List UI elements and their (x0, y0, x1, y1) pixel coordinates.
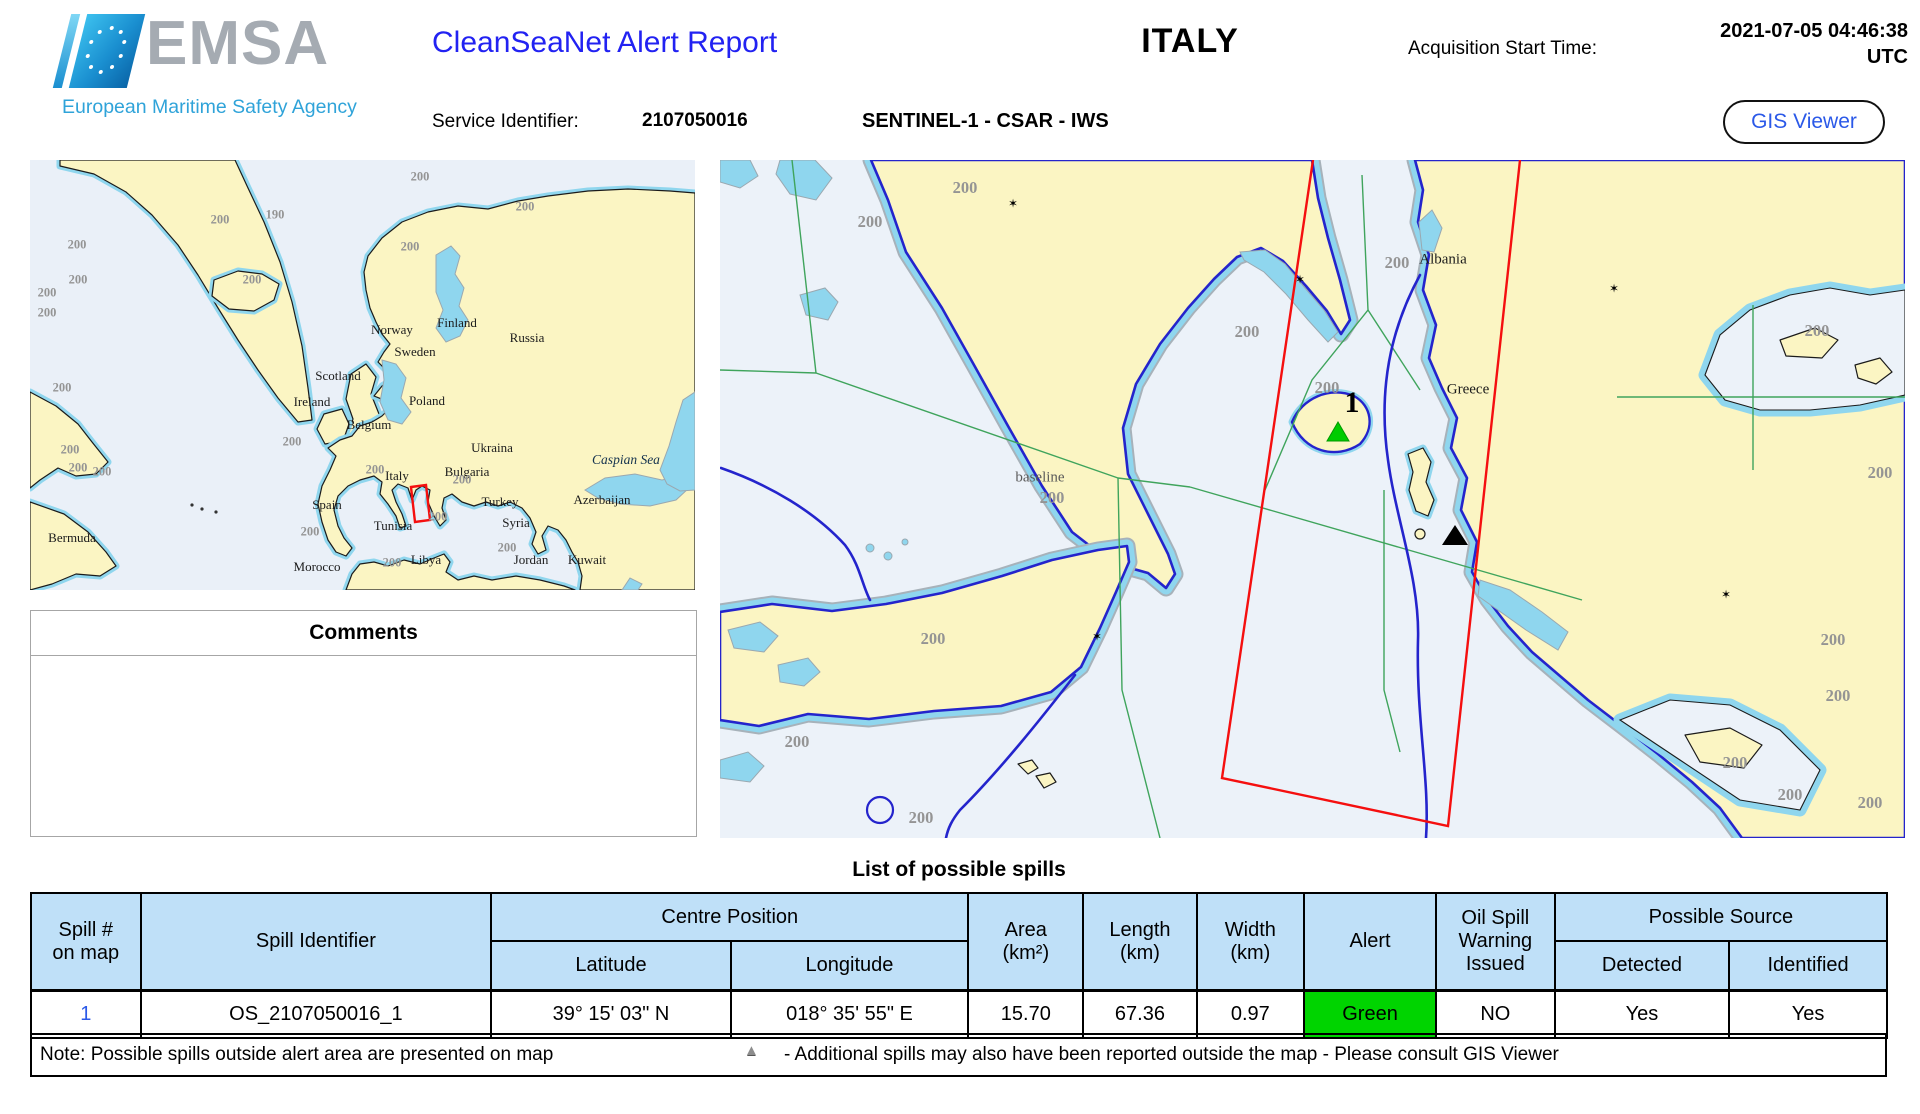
col-header-width: Width (km) (1195, 892, 1306, 992)
note-text-after: - Additional spills may also have been r… (784, 1044, 1559, 1065)
col-header-length: Length (km) (1082, 892, 1198, 992)
alert-area-rectangle (409, 483, 432, 524)
emsa-logo-subtitle: European Maritime Safety Agency (62, 96, 357, 118)
sensor-name: SENTINEL-1 - CSAR - IWS (862, 110, 1109, 132)
acquisition-datetime: 2021-07-05 04:46:38 (1720, 20, 1908, 42)
detail-shallow-and-islands (720, 160, 1905, 810)
alert-area-polygon (1220, 160, 1522, 828)
col-header-latitude: Latitude (490, 940, 732, 992)
country-name: ITALY (1141, 22, 1239, 60)
col-header-identified: Identified (1728, 940, 1888, 992)
detail-map-canvas (720, 160, 1905, 838)
col-header-possible-source: Possible Source (1553, 892, 1889, 942)
col-header-spill-no: Spill # on map (30, 892, 142, 992)
cell-area: 15.70 (967, 989, 1085, 1039)
cell-alert-status: Green (1303, 989, 1437, 1039)
cell-longitude: 018° 35' 55" E (729, 989, 970, 1039)
table-row: 1 OS_2107050016_1 39° 15' 03" N 018° 35'… (30, 989, 1888, 1039)
table-title: List of possible spills (852, 858, 1066, 881)
overview-map[interactable]: Norway Finland Russia Sweden Scotland Ireland… (30, 160, 695, 590)
cell-spill-identifier: OS_2107050016_1 (139, 989, 493, 1039)
service-identifier-value: 2107050016 (642, 110, 748, 131)
cell-length: 67.36 (1082, 989, 1198, 1039)
col-header-spill-identifier: Spill Identifier (139, 892, 493, 992)
territorial-water-lines (720, 273, 1429, 838)
cell-source-detected: Yes (1553, 989, 1731, 1039)
comments-content[interactable] (31, 656, 696, 836)
possible-source-marker[interactable] (1442, 525, 1468, 545)
page-title: CleanSeaNet Alert Report (432, 26, 778, 59)
acquisition-timezone: UTC (1866, 46, 1908, 68)
col-header-alert: Alert (1303, 892, 1437, 992)
gis-viewer-button[interactable]: GIS Viewer (1723, 100, 1885, 144)
overview-shallow-seas (190, 245, 695, 590)
acquisition-start-label: Acquisition Start Time: (1408, 38, 1598, 59)
island-malta (1017, 759, 1039, 775)
eu-flag-parallelogram-icon (68, 14, 146, 88)
col-header-detected: Detected (1553, 940, 1731, 992)
emsa-logo-text: EMSA (146, 9, 330, 78)
cell-source-identified: Yes (1728, 989, 1888, 1039)
maritime-boundary-lines (720, 160, 1905, 838)
comments-title: Comments (31, 611, 696, 656)
note-row: Note: Possible spills outside alert area… (30, 1033, 1887, 1077)
service-identifier-label: Service Identifier: (432, 111, 579, 132)
col-header-area: Area (km²) (967, 892, 1085, 992)
cell-spill-no[interactable]: 1 (30, 989, 142, 1039)
cell-latitude: 39° 15' 03" N (490, 989, 732, 1039)
cell-oil-spill-warning: NO (1434, 989, 1556, 1039)
overview-map-canvas (30, 160, 695, 590)
cell-width: 0.97 (1195, 989, 1306, 1039)
comments-panel: Comments (30, 610, 697, 837)
gray-triangle-icon: ▲ (744, 1042, 759, 1059)
spill-1-marker[interactable] (1326, 421, 1350, 442)
col-header-longitude: Longitude (729, 940, 970, 992)
possible-spills-table: Spill # on map Spill Identifier Centre P… (30, 892, 1889, 1039)
detail-map[interactable]: Albania Greece baseline 1 200 200 200 200 200 200… (720, 160, 1905, 838)
note-text-before: Note: Possible spills outside alert area… (40, 1044, 554, 1065)
col-header-centre-position: Centre Position (490, 892, 970, 942)
col-header-oil-spill-warning: Oil Spill Warning Issued (1434, 892, 1556, 992)
